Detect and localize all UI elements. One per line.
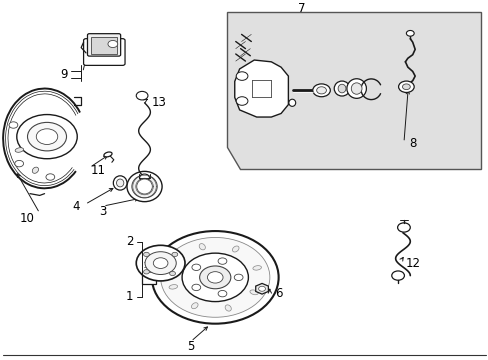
Circle shape	[46, 174, 55, 180]
Circle shape	[152, 231, 278, 324]
FancyBboxPatch shape	[87, 34, 121, 56]
Ellipse shape	[232, 246, 239, 252]
Circle shape	[391, 271, 404, 280]
Circle shape	[402, 84, 409, 90]
Ellipse shape	[169, 285, 177, 289]
Circle shape	[17, 114, 77, 159]
Ellipse shape	[113, 176, 127, 190]
Circle shape	[258, 286, 265, 291]
Circle shape	[9, 122, 18, 128]
FancyBboxPatch shape	[91, 37, 117, 54]
Circle shape	[143, 252, 149, 257]
Circle shape	[143, 270, 149, 274]
Circle shape	[191, 284, 200, 291]
Text: 5: 5	[187, 340, 194, 353]
Circle shape	[136, 245, 184, 281]
Ellipse shape	[346, 79, 366, 98]
Text: 7: 7	[298, 2, 305, 15]
Text: 11: 11	[91, 164, 105, 177]
Text: 6: 6	[274, 287, 282, 300]
Text: 4: 4	[72, 199, 80, 213]
Ellipse shape	[350, 83, 361, 94]
Ellipse shape	[172, 260, 180, 265]
Text: 10: 10	[20, 212, 35, 225]
Text: 13: 13	[151, 96, 166, 109]
Circle shape	[312, 84, 330, 97]
Text: 3: 3	[99, 205, 106, 218]
Polygon shape	[234, 60, 288, 117]
Circle shape	[397, 223, 409, 232]
Circle shape	[36, 129, 58, 144]
Circle shape	[191, 264, 200, 270]
Ellipse shape	[337, 84, 345, 93]
Ellipse shape	[252, 266, 261, 270]
Circle shape	[234, 274, 243, 280]
Circle shape	[398, 81, 413, 93]
Circle shape	[27, 122, 66, 151]
Ellipse shape	[224, 305, 231, 311]
Text: 2: 2	[126, 235, 133, 248]
Text: 9: 9	[60, 68, 68, 81]
Ellipse shape	[333, 81, 349, 96]
Circle shape	[406, 31, 413, 36]
Circle shape	[207, 272, 223, 283]
Circle shape	[316, 87, 326, 94]
Ellipse shape	[32, 167, 39, 173]
Circle shape	[140, 174, 149, 181]
Circle shape	[15, 161, 23, 167]
Circle shape	[145, 252, 176, 275]
Circle shape	[218, 258, 226, 264]
Circle shape	[182, 253, 248, 302]
Circle shape	[136, 91, 148, 100]
Ellipse shape	[137, 179, 152, 194]
Circle shape	[160, 238, 269, 317]
Circle shape	[236, 72, 247, 80]
Ellipse shape	[249, 290, 258, 295]
Ellipse shape	[288, 99, 295, 106]
Circle shape	[108, 40, 118, 48]
Circle shape	[199, 266, 230, 289]
Ellipse shape	[116, 179, 123, 187]
FancyBboxPatch shape	[83, 39, 125, 66]
Text: 1: 1	[126, 291, 133, 303]
Text: 12: 12	[405, 257, 419, 270]
Circle shape	[172, 252, 177, 257]
Ellipse shape	[103, 152, 112, 157]
Circle shape	[169, 271, 175, 276]
Circle shape	[153, 258, 167, 269]
Ellipse shape	[191, 303, 198, 309]
Ellipse shape	[132, 175, 157, 198]
Ellipse shape	[127, 171, 162, 202]
Ellipse shape	[15, 148, 23, 152]
Bar	[142, 252, 156, 284]
Circle shape	[218, 291, 226, 297]
Ellipse shape	[199, 244, 205, 250]
Circle shape	[236, 97, 247, 105]
Text: 8: 8	[408, 137, 416, 150]
Polygon shape	[227, 12, 480, 169]
Polygon shape	[255, 283, 268, 294]
